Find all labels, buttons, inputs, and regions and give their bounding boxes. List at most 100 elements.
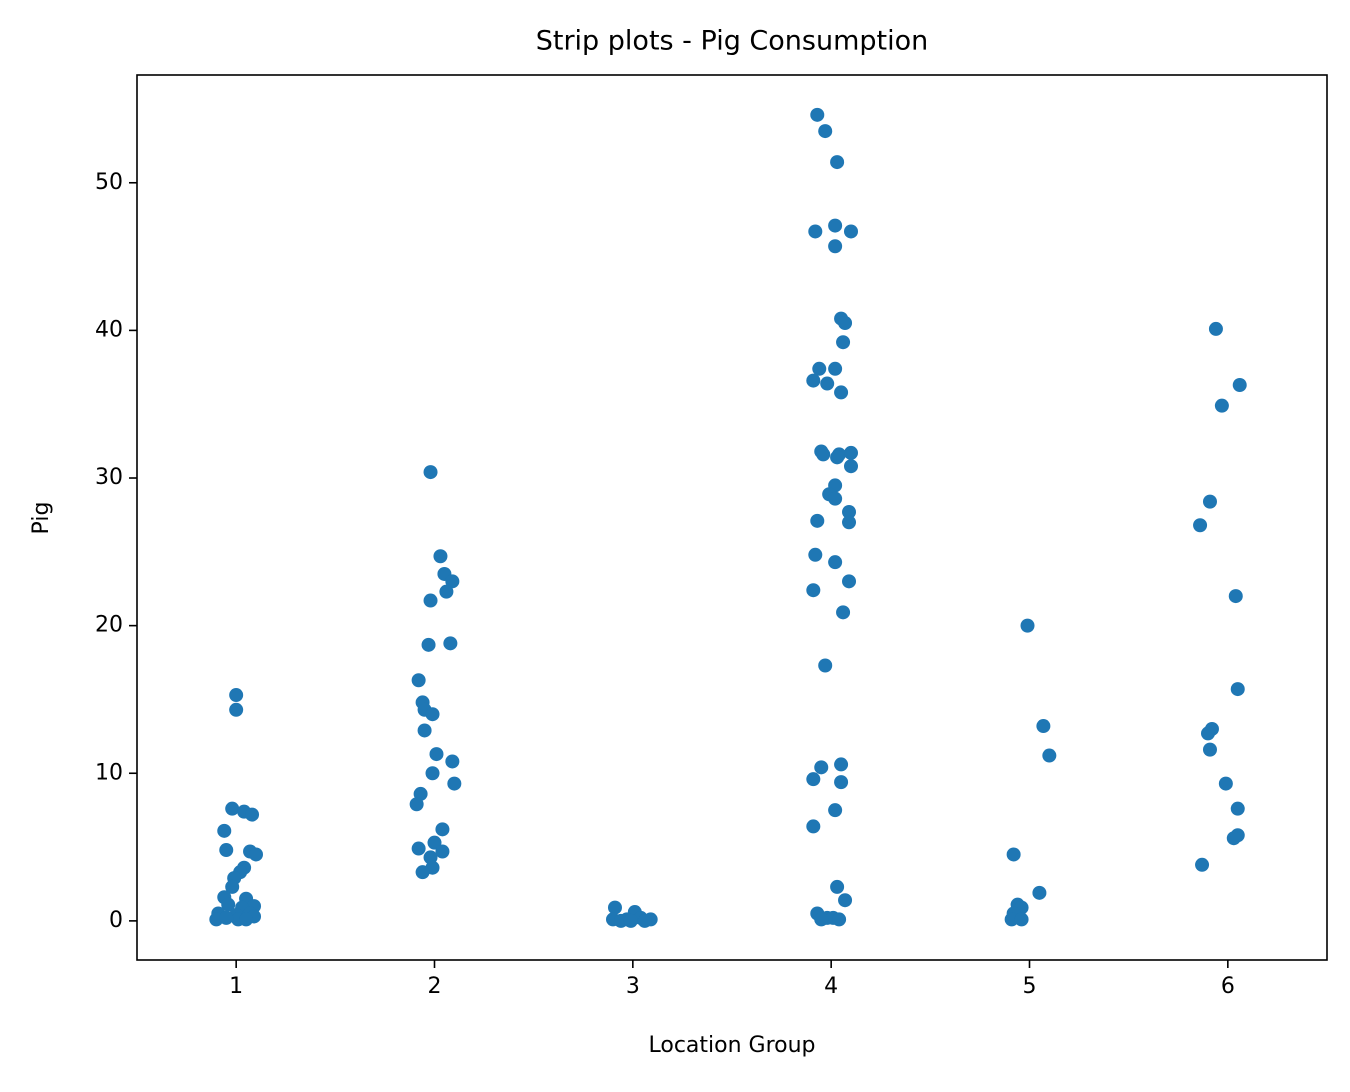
point <box>1228 589 1243 604</box>
point <box>435 822 450 837</box>
point <box>1004 912 1019 927</box>
point <box>820 376 835 391</box>
x-axis-label: Location Group <box>648 1033 815 1058</box>
point <box>1226 831 1241 846</box>
point <box>425 766 440 781</box>
point <box>842 515 857 530</box>
point <box>836 605 851 620</box>
point <box>447 776 462 791</box>
point <box>225 801 240 816</box>
x-tick-label: 4 <box>824 974 838 999</box>
x-tick-label: 1 <box>229 974 243 999</box>
point <box>433 549 448 564</box>
point <box>1230 682 1245 697</box>
y-tick-label: 20 <box>95 613 123 638</box>
point <box>828 491 843 506</box>
point <box>1032 885 1047 900</box>
point <box>830 450 845 465</box>
point <box>818 658 833 673</box>
point <box>838 893 853 908</box>
point <box>411 673 426 688</box>
point <box>439 584 454 599</box>
point <box>808 547 823 562</box>
x-tick-label: 2 <box>428 974 442 999</box>
point <box>1195 857 1210 872</box>
point <box>806 772 821 787</box>
y-axis-label: Pig <box>29 502 54 535</box>
plot-frame <box>136 74 1328 961</box>
point <box>1042 748 1057 763</box>
point <box>808 224 823 239</box>
point <box>415 865 430 880</box>
point <box>806 583 821 598</box>
point <box>409 797 424 812</box>
point <box>830 879 845 894</box>
point <box>1218 776 1233 791</box>
x-tick-label: 5 <box>1023 974 1037 999</box>
point <box>834 775 849 790</box>
point <box>832 912 847 927</box>
point <box>1006 847 1021 862</box>
point <box>1202 494 1217 509</box>
point <box>828 218 843 233</box>
point <box>834 757 849 772</box>
chart-title: Strip plots - Pig Consumption <box>536 26 929 57</box>
point <box>445 574 460 589</box>
point <box>1014 912 1029 927</box>
point <box>421 637 436 652</box>
y-tick-label: 30 <box>95 465 123 490</box>
point <box>1020 618 1035 633</box>
point <box>842 574 857 589</box>
point <box>838 316 853 331</box>
point <box>229 702 244 717</box>
point <box>1036 719 1051 734</box>
point <box>445 754 460 769</box>
point <box>219 910 234 925</box>
point <box>435 844 450 859</box>
point <box>239 912 254 927</box>
x-tick-label: 6 <box>1221 974 1235 999</box>
point <box>828 239 843 254</box>
point <box>812 361 827 376</box>
point <box>1230 801 1245 816</box>
point <box>225 879 240 894</box>
point <box>249 847 263 862</box>
point <box>221 897 236 912</box>
point <box>423 465 438 480</box>
point <box>810 513 825 528</box>
point <box>443 636 458 651</box>
point <box>844 224 858 239</box>
point <box>219 843 234 858</box>
x-tick-label: 3 <box>626 974 640 999</box>
point <box>613 913 628 928</box>
point <box>607 900 622 915</box>
point <box>842 504 857 519</box>
point <box>1232 378 1247 393</box>
point <box>423 593 438 608</box>
point <box>229 688 244 703</box>
point <box>411 841 426 856</box>
point <box>1202 742 1217 757</box>
point <box>814 912 829 927</box>
point <box>1214 398 1229 413</box>
point <box>425 707 440 722</box>
point <box>810 107 825 122</box>
point <box>217 823 232 838</box>
point <box>623 913 638 928</box>
point <box>814 760 829 775</box>
y-tick-label: 0 <box>109 908 123 933</box>
point <box>844 459 858 474</box>
point <box>828 361 843 376</box>
point <box>245 807 260 822</box>
point <box>836 335 851 350</box>
point <box>1193 518 1208 533</box>
y-tick-label: 50 <box>95 170 123 195</box>
point <box>637 913 652 928</box>
point <box>1208 321 1223 336</box>
point <box>417 723 432 738</box>
point <box>806 373 821 388</box>
point <box>429 747 444 762</box>
point <box>828 803 843 818</box>
